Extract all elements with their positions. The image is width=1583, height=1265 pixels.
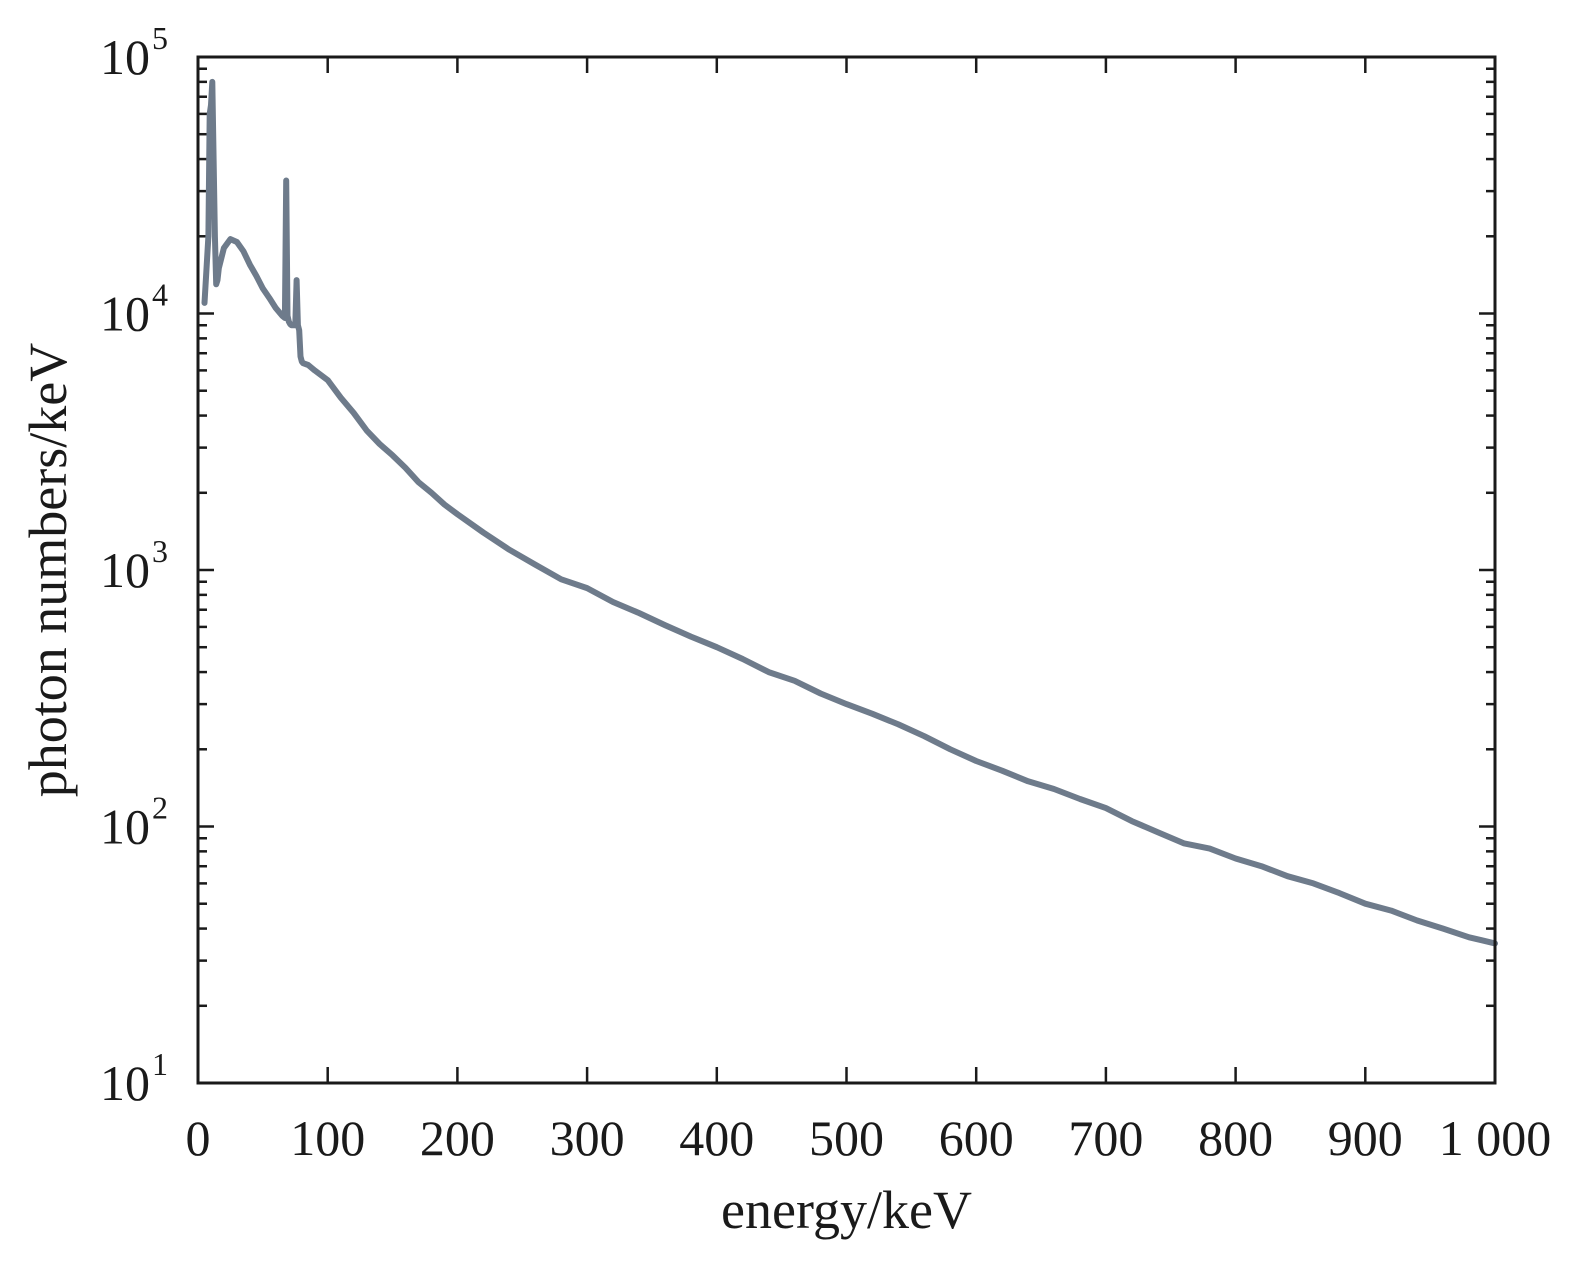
- y-tick-exponent: 2: [152, 790, 168, 826]
- x-tick-label: 200: [420, 1110, 495, 1166]
- x-tick-label: 300: [550, 1110, 625, 1166]
- y-tick-label: 10: [100, 29, 150, 85]
- x-tick-label: 500: [809, 1110, 884, 1166]
- x-tick-label: 400: [679, 1110, 754, 1166]
- x-tick-label: 100: [290, 1110, 365, 1166]
- x-tick-label: 600: [939, 1110, 1014, 1166]
- y-tick-label: 10: [100, 1055, 150, 1111]
- x-tick-label: 1 000: [1439, 1110, 1552, 1166]
- y-tick-exponent: 3: [152, 533, 168, 569]
- y-tick-exponent: 5: [152, 20, 168, 56]
- x-axis-label: energy/keV: [721, 1180, 972, 1240]
- data-layer: [201, 78, 1498, 947]
- y-tick-label: 10: [100, 286, 150, 342]
- x-tick-label: 900: [1328, 1110, 1403, 1166]
- x-tick-label: 0: [186, 1110, 211, 1166]
- y-tick-exponent: 4: [152, 277, 168, 313]
- plot-frame: [196, 55, 1497, 1085]
- y-tick-exponent: 1: [152, 1046, 168, 1082]
- y-axis-label: photon numbers/keV: [18, 343, 78, 797]
- y-tick-label: 10: [100, 542, 150, 598]
- x-tick-label: 800: [1198, 1110, 1273, 1166]
- y-tick-label: 10: [100, 799, 150, 855]
- series-line: [201, 78, 1498, 947]
- axis-ticks: [196, 55, 1497, 1085]
- x-tick-label: 700: [1068, 1110, 1143, 1166]
